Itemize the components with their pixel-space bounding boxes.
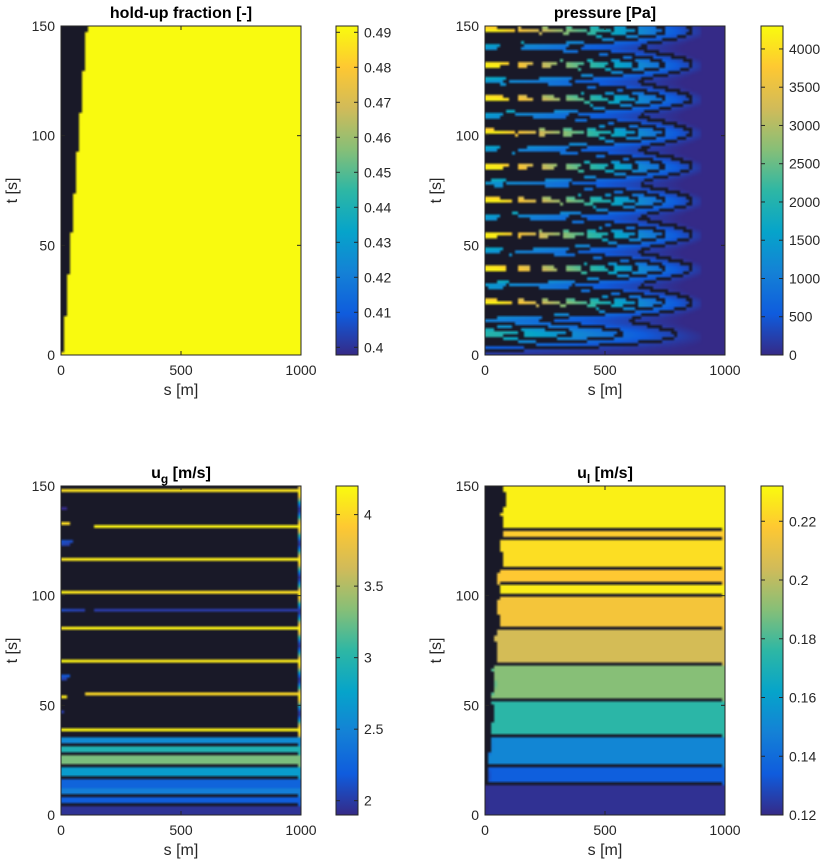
colorbar-tick-label: 0.18 [789, 631, 816, 647]
colorbar-tick-label: 0.2 [789, 572, 809, 588]
y-tick-label: 0 [471, 807, 479, 823]
heatmap-field [485, 26, 725, 355]
colorbar-tick-label: 0.41 [364, 304, 391, 320]
colorbar-tick-label: 500 [789, 309, 813, 325]
title-main: u [577, 465, 587, 482]
x-tick-label: 500 [169, 822, 193, 838]
y-tick-label: 100 [32, 128, 56, 144]
title-subscript: g [161, 472, 168, 486]
colorbar-scale [335, 25, 359, 356]
x-tick-label: 500 [169, 362, 193, 378]
chart-title: pressure [Pa] [554, 5, 656, 22]
x-axis-label: s [m] [588, 382, 623, 399]
colorbar-tick-label: 0.44 [364, 199, 391, 215]
y-tick-label: 150 [32, 18, 56, 34]
colorbar-scale [335, 485, 359, 816]
colorbar-tick-label: 0.22 [789, 513, 816, 529]
x-axis-label: s [m] [164, 842, 199, 859]
x-axis-label: s [m] [164, 382, 199, 399]
y-tick-label: 100 [456, 588, 480, 604]
colorbar-tick-label: 0.46 [364, 129, 391, 145]
colorbar-tick-label: 4000 [789, 41, 820, 57]
y-tick-label: 150 [456, 18, 480, 34]
chart-title: ul [m/s] [577, 465, 633, 486]
y-axis-label: t [s] [4, 178, 21, 204]
heatmap-field [485, 486, 725, 815]
y-tick-label: 0 [471, 347, 479, 363]
colorbar-tick-label: 3.5 [364, 578, 384, 594]
y-axis-label: t [s] [428, 638, 445, 664]
colorbar: 0.12 0.14 0.16 0.18 0.2 0.22 [760, 485, 816, 823]
x-axis-label: s [m] [588, 842, 623, 859]
colorbar-tick-label: 0.12 [789, 807, 816, 823]
y-tick-label: 150 [456, 478, 480, 494]
colorbar-scale [760, 485, 784, 816]
colorbar-tick-label: 0.48 [364, 59, 391, 75]
colorbar-tick-label: 0.47 [364, 94, 391, 110]
colorbar: 0 500 1000 1500 2000 2500 3000 3500 4000 [760, 25, 820, 363]
x-tick-label: 0 [481, 362, 489, 378]
title-unit: [m/s] [590, 465, 633, 482]
x-tick-label: 0 [57, 822, 65, 838]
chart-panel-3: 0 500 1000 0 50 100 150 s [m] t [s] ug [m/s] 2 2.5 3… [4, 465, 384, 859]
colorbar-tick-label: 4 [364, 507, 372, 523]
colorbar-tick-label: 1500 [789, 232, 820, 248]
colorbar-tick-label: 0.4 [364, 339, 384, 355]
chart-panel-2: 0 500 1000 0 50 100 150 s [m] t [s] pressure [Pa]… [428, 5, 820, 399]
colorbar: 2 2.5 3 3.5 4 [335, 485, 384, 816]
colorbar-tick-label: 1000 [789, 270, 820, 286]
chart-title: hold-up fraction [-] [110, 5, 252, 22]
y-tick-label: 50 [39, 697, 55, 713]
title-main: u [151, 465, 161, 482]
colorbar-tick-label: 2 [364, 793, 372, 809]
y-tick-label: 50 [39, 237, 55, 253]
y-tick-label: 100 [32, 588, 56, 604]
y-tick-label: 100 [456, 128, 480, 144]
title-subscript: l [587, 472, 590, 486]
heatmap-field [61, 486, 301, 815]
colorbar-tick-label: 2000 [789, 194, 820, 210]
colorbar-tick-label: 0.42 [364, 269, 391, 285]
colorbar-tick-label: 2.5 [364, 721, 384, 737]
y-axis-label: t [s] [4, 638, 21, 664]
y-axis-label: t [s] [428, 178, 445, 204]
colorbar-tick-label: 0.45 [364, 164, 391, 180]
title-unit: [m/s] [168, 465, 211, 482]
colorbar-tick-label: 0 [789, 347, 797, 363]
colorbar-tick-label: 0.14 [789, 748, 816, 764]
x-tick-label: 1000 [285, 822, 316, 838]
colorbar-tick-label: 3500 [789, 79, 820, 95]
x-tick-label: 1000 [709, 362, 740, 378]
colorbar-scale [760, 25, 784, 356]
chart-panel-1: 0 500 1000 0 50 100 150 s [m] t [s] hold-up fract… [4, 5, 391, 399]
y-tick-label: 0 [47, 347, 55, 363]
chart-title: ug [m/s] [151, 465, 211, 486]
y-tick-label: 50 [463, 237, 479, 253]
heatmap-field [61, 26, 301, 355]
colorbar-tick-label: 0.16 [789, 690, 816, 706]
y-tick-label: 50 [463, 697, 479, 713]
colorbar-tick-label: 0.43 [364, 234, 391, 250]
x-tick-label: 500 [593, 362, 617, 378]
x-tick-label: 1000 [285, 362, 316, 378]
y-tick-label: 0 [47, 807, 55, 823]
x-tick-label: 1000 [709, 822, 740, 838]
x-tick-label: 0 [57, 362, 65, 378]
colorbar-tick-label: 3000 [789, 117, 820, 133]
x-tick-label: 500 [593, 822, 617, 838]
colorbar-tick-label: 2500 [789, 156, 820, 172]
x-tick-label: 0 [481, 822, 489, 838]
colorbar-tick-label: 3 [364, 650, 372, 666]
colorbar: 0.41 0.42 0.43 0.44 0.45 0.46 0.47 0.48 0.49 0.4 [335, 24, 391, 356]
y-tick-label: 150 [32, 478, 56, 494]
colorbar-tick-label: 0.49 [364, 24, 391, 40]
